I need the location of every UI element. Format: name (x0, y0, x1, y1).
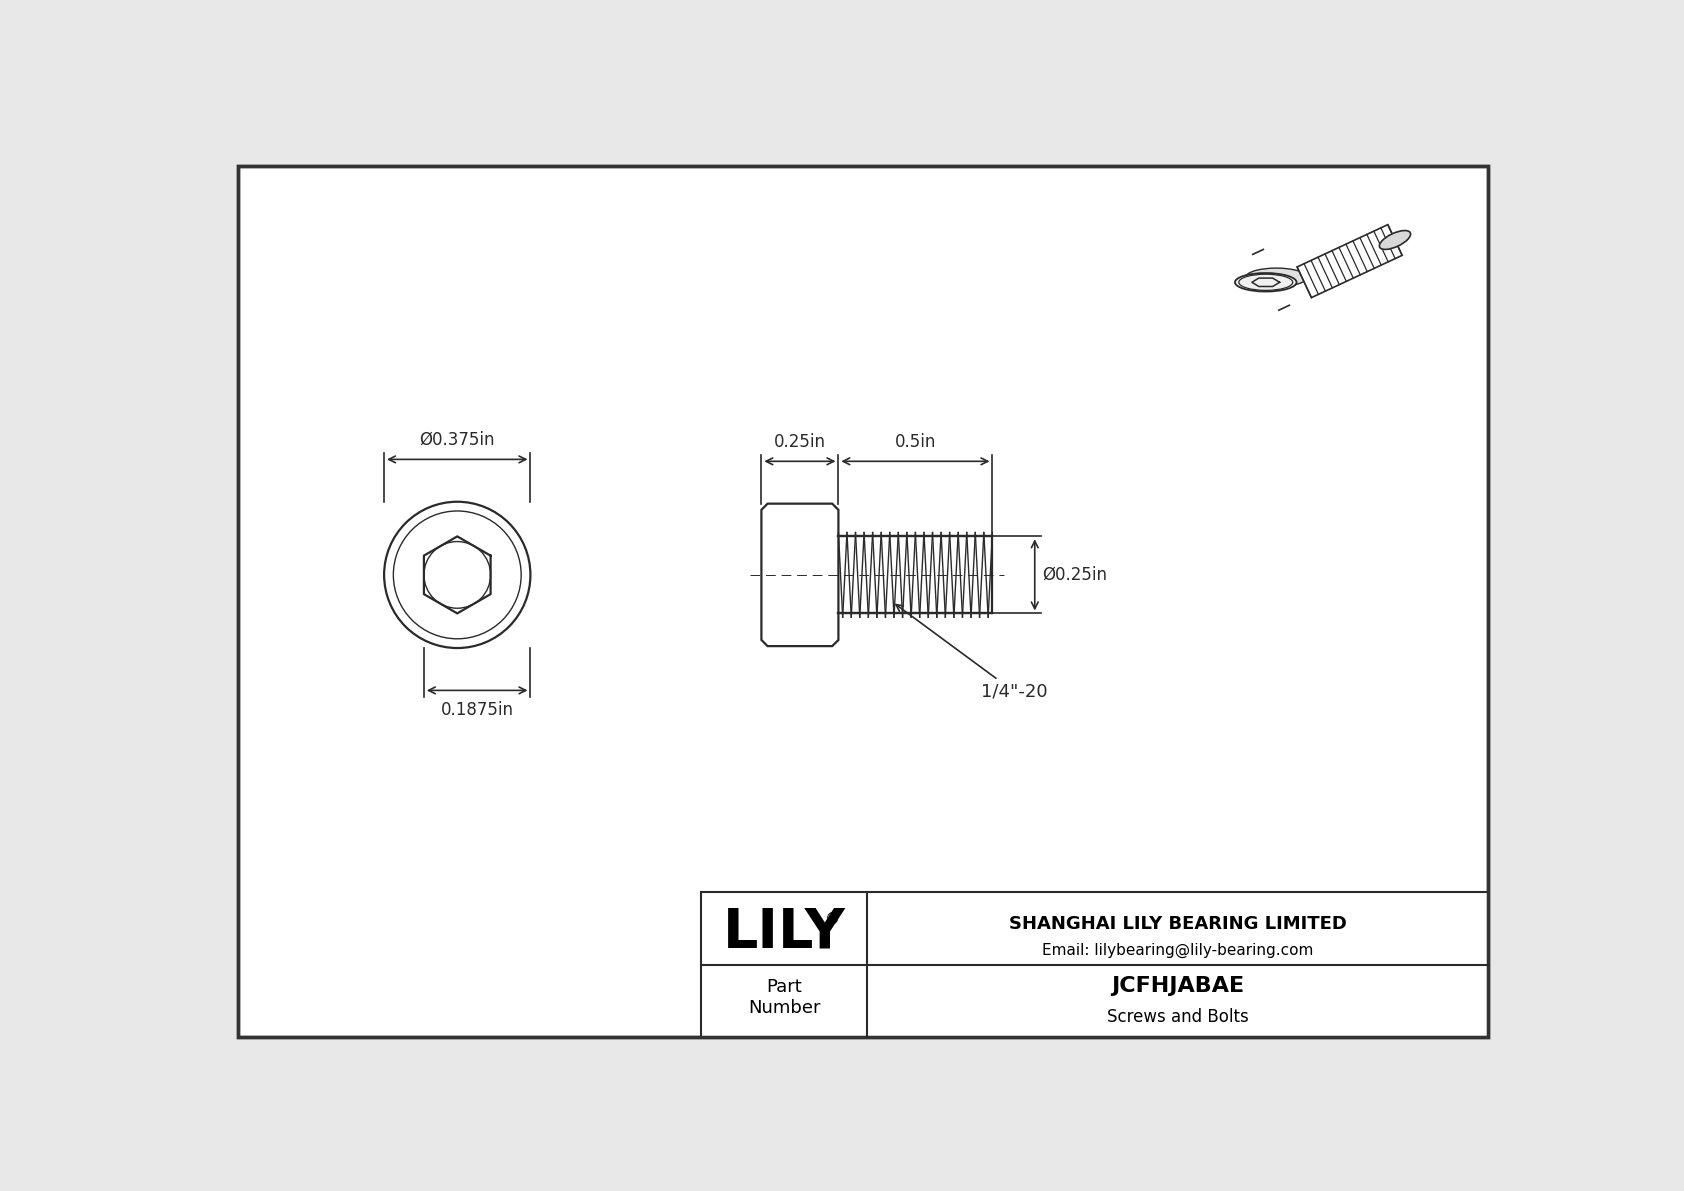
Ellipse shape (1234, 273, 1297, 292)
Polygon shape (1297, 225, 1403, 298)
Text: Screws and Bolts: Screws and Bolts (1106, 1008, 1248, 1025)
Text: Ø0.25in: Ø0.25in (1042, 566, 1108, 584)
Text: Email: lilybearing@lily-bearing.com: Email: lilybearing@lily-bearing.com (1042, 942, 1314, 958)
Text: 0.5in: 0.5in (894, 432, 936, 450)
Text: Part
Number: Part Number (748, 978, 820, 1017)
Text: 0.25in: 0.25in (775, 432, 825, 450)
Ellipse shape (1246, 268, 1307, 287)
Text: JCFHJABAE: JCFHJABAE (1111, 977, 1244, 996)
Text: 1/4"-20: 1/4"-20 (896, 605, 1047, 700)
Text: ®: ® (825, 912, 840, 927)
Ellipse shape (1379, 231, 1411, 249)
Bar (701, 892, 1489, 1037)
Text: Ø0.375in: Ø0.375in (419, 431, 495, 449)
Text: LILY: LILY (722, 905, 845, 960)
Text: 0.1875in: 0.1875in (441, 701, 514, 719)
Polygon shape (761, 504, 839, 646)
Text: SHANGHAI LILY BEARING LIMITED: SHANGHAI LILY BEARING LIMITED (1009, 915, 1347, 933)
